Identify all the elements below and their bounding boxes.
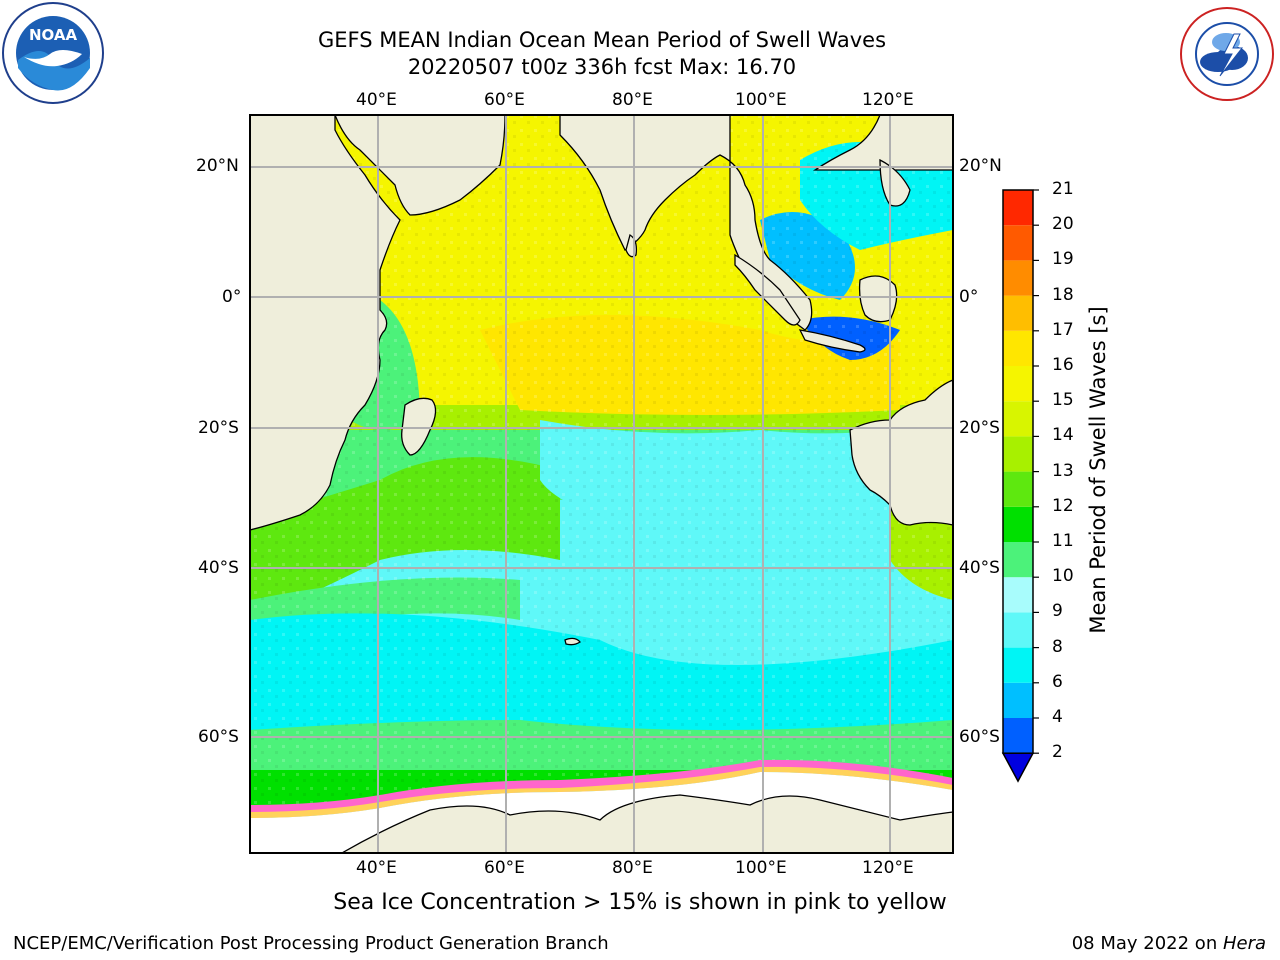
- nws-logo: [1176, 6, 1278, 102]
- footer-date-text: 08 May 2022 on: [1071, 933, 1223, 954]
- colorbar-label: 4: [1052, 707, 1063, 727]
- colorbar-swatch: [1003, 330, 1033, 366]
- lat-tick-left: 0°: [222, 287, 242, 307]
- colorbar-swatch: [1003, 225, 1033, 261]
- colorbar-label: 14: [1052, 425, 1074, 446]
- colorbar-label: 19: [1052, 249, 1074, 270]
- colorbar-swatch: [1003, 295, 1033, 331]
- noaa-logo: NOAA: [2, 2, 104, 104]
- lat-tick-left: 20°N: [196, 156, 239, 176]
- borneo: [858, 275, 898, 323]
- map-field: [250, 115, 953, 853]
- colorbar-label: 6: [1052, 671, 1063, 692]
- lat-tick-right: 0°: [959, 287, 979, 307]
- colorbar-swatch: [1003, 682, 1033, 718]
- lon-tick-bottom: 60°E: [484, 858, 525, 878]
- colorbar-label: 20: [1052, 214, 1074, 235]
- colorbar-label: 15: [1052, 390, 1074, 411]
- sumatra: [734, 253, 801, 326]
- colorbar-label: 9: [1052, 601, 1063, 622]
- colorbar-swatch: [1003, 436, 1033, 472]
- lat-tick-left: 60°S: [198, 727, 239, 747]
- lat-tick-right: 20°S: [959, 418, 1000, 438]
- lon-tick-bottom: 40°E: [356, 858, 397, 878]
- colorbar-label: 13: [1052, 460, 1074, 481]
- colorbar-label: 2: [1052, 742, 1063, 763]
- australia: [849, 379, 953, 526]
- colorbar-title: Mean Period of Swell Waves [s]: [1086, 306, 1110, 634]
- colorbar-label: 10: [1052, 566, 1074, 587]
- philippines: [879, 158, 911, 207]
- colorbar-swatch: [1003, 401, 1033, 437]
- colorbar-swatch: [1003, 612, 1033, 648]
- colorbar-label: 21: [1052, 179, 1074, 199]
- colorbar-label: 12: [1052, 495, 1074, 516]
- map-frame: [249, 114, 954, 854]
- footer-credit: NCEP/EMC/Verification Post Processing Pr…: [13, 933, 609, 954]
- colorbar-swatch: [1003, 718, 1033, 754]
- lon-tick-bottom: 100°E: [735, 858, 787, 878]
- chart-subtitle: 20220507 t00z 336h fcst Max: 16.70: [407, 55, 797, 79]
- footer-machine: Hera: [1222, 933, 1266, 954]
- sea-ice-fringe-yellow: [250, 766, 953, 818]
- colorbar-under-arrow: [1001, 752, 1035, 783]
- colorbar-swatch: [1003, 647, 1033, 683]
- kerguelen: [564, 637, 581, 646]
- lat-tick-right: 40°S: [959, 558, 1000, 578]
- lon-tick-top: 40°E: [356, 90, 397, 110]
- lon-tick-top: 120°E: [862, 90, 914, 110]
- lon-tick-bottom: 120°E: [862, 858, 914, 878]
- lon-tick-top: 100°E: [735, 90, 787, 110]
- lon-tick-top: 60°E: [484, 90, 525, 110]
- lon-tick-top: 80°E: [612, 90, 653, 110]
- lat-tick-right: 20°N: [959, 156, 1002, 176]
- chart-title: GEFS MEAN Indian Ocean Mean Period of Sw…: [317, 28, 887, 52]
- lat-tick-right: 60°S: [959, 727, 1000, 747]
- colorbar-label: 8: [1052, 636, 1063, 657]
- colorbar: [1001, 189, 1039, 783]
- madagascar: [401, 397, 437, 456]
- colorbar-swatch: [1003, 471, 1033, 507]
- colorbar-label: 16: [1052, 355, 1074, 375]
- java: [798, 329, 866, 353]
- colorbar-label: 11: [1052, 531, 1074, 551]
- colorbar-swatch: [1003, 366, 1033, 402]
- colorbar-swatch: [1003, 506, 1033, 542]
- colorbar-swatch: [1003, 577, 1033, 613]
- lat-tick-left: 20°S: [198, 418, 239, 438]
- colorbar-swatch: [1003, 260, 1033, 296]
- lat-tick-left: 40°S: [198, 558, 239, 578]
- colorbar-label: 17: [1052, 319, 1074, 340]
- footer-date: 08 May 2022 on Hera: [1072, 933, 1266, 954]
- africa: [250, 115, 401, 531]
- colorbar-swatch: [1003, 542, 1033, 578]
- colorbar-label: 18: [1052, 284, 1074, 305]
- colorbar-swatch: [1003, 190, 1033, 226]
- lon-tick-bottom: 80°E: [612, 858, 653, 878]
- noaa-logo-text: NOAA: [29, 26, 78, 44]
- sea-ice-caption: Sea Ice Concentration > 15% is shown in …: [333, 890, 947, 915]
- antarctica: [340, 794, 953, 853]
